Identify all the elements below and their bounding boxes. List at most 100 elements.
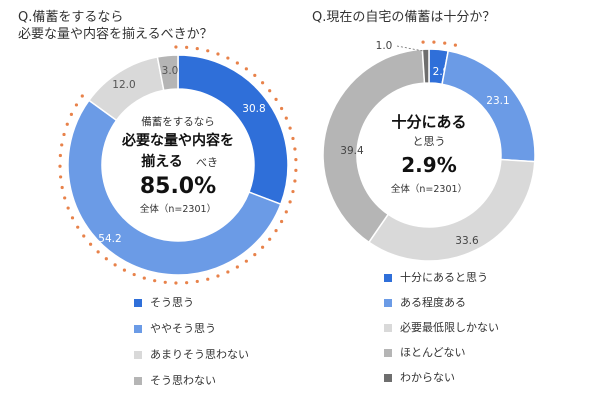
highlight-dot [260,81,265,85]
highlight-dot [206,49,210,53]
highlight-dot [59,175,63,179]
highlight-dot [432,40,436,44]
legend-item: そう思う [134,290,249,316]
highlight-dot [60,143,64,147]
chart2-center-n: 全体（n=2301） [391,183,467,195]
slice-value-label: 23.1 [486,95,509,107]
chart1-legend: そう思う ややそう思う あまりそう思わない そう思わない [134,290,249,394]
slice-value-label: 54.2 [98,233,121,245]
highlight-dot [185,281,189,285]
chart1-center-n: 全体（n=2301） [140,203,216,215]
slice-value-label: 12.0 [112,79,135,91]
legend-label: ややそう思う [150,322,216,335]
highlight-dot [76,225,80,229]
highlight-dot [244,67,248,71]
legend-label: そう思わない [150,374,216,387]
highlight-dot [226,56,230,60]
highlight-dot [260,245,265,249]
donut-slice-5 [421,48,430,84]
highlight-dot [142,276,146,280]
donut-slice-2 [67,99,282,276]
highlight-dot [185,45,189,49]
highlight-dot [174,281,178,285]
legend-item: 必要最低限しかない [384,315,499,340]
highlight-dot [132,272,136,277]
slice-value-label: 33.6 [455,235,479,247]
legend-label: わからない [400,370,455,384]
highlight-dot [294,168,298,172]
highlight-dot [206,277,210,281]
donut-slice-3 [367,158,536,262]
highlight-dot [244,259,248,263]
legend-item: あまりそう思わない [134,342,249,368]
chart2-donut: 2.923.133.639.41.0 [322,40,536,262]
highlight-dot [174,45,178,49]
highlight-dot [226,270,230,274]
highlight-dot [288,200,292,204]
legend-swatch [134,351,142,359]
highlight-dot [163,280,167,284]
legend-label: あまりそう思わない [150,348,249,361]
legend-swatch [134,299,142,307]
highlight-dot [216,274,220,278]
legend-swatch [134,377,142,385]
highlight-dot [65,122,69,126]
legend-item: ややそう思う [134,316,249,342]
highlight-dot [122,268,127,272]
highlight-dot [284,210,288,214]
highlight-dot [195,279,199,284]
legend-item: ほとんどない [384,340,499,365]
chart2-center-line2: と思う [413,135,446,148]
slice-value-label: 30.8 [242,103,265,115]
chart1-center-line3b: べき [196,156,218,169]
highlight-dot [74,103,79,107]
chart1-title: Q.備蓄をするなら 必要な量や内容を揃えるべきか？ [18,9,213,43]
legend-label: ある程度ある [400,295,466,309]
highlight-dot [70,216,75,220]
highlight-dot [216,52,220,56]
legend-item: そう思わない [134,368,249,394]
donut-slice-4 [156,54,179,92]
highlight-dot [104,257,108,261]
legend-item: わからない [384,365,499,390]
highlight-dot [284,116,288,120]
highlight-dot [421,40,425,44]
highlight-dot [58,153,62,158]
highlight-dot [291,136,295,141]
highlight-dot [291,189,295,194]
highlight-dot [293,147,297,151]
highlight-dot [96,250,100,254]
highlight-dot [268,89,272,93]
legend-swatch [384,348,392,357]
chart1-center-line2: 必要な量や内容を [121,132,234,149]
highlight-dot [113,263,117,267]
chart2-center-value: 2.9% [401,153,456,177]
highlight-dot [268,237,272,241]
highlight-dot [153,279,157,283]
chart1-center-line1: 備蓄をするなら [141,115,215,128]
highlight-dot [80,94,84,98]
highlight-dot [293,179,297,183]
legend-label: ほとんどない [400,345,466,359]
chart1-donut: 30.8 54.2 12.0 3.0 [58,45,298,285]
legend-swatch [134,325,142,333]
highlight-dot [274,97,278,101]
chart1-center-value: 85.0% [140,174,216,199]
legend-label: 必要最低限しかない [400,320,499,334]
slice-value-label: 1.0 [376,40,393,52]
legend-swatch [384,323,392,332]
legend-item: 十分にあると思う [384,265,499,290]
highlight-dot [274,229,278,233]
chart1-center-line3a: 揃える [141,153,183,170]
highlight-dot [82,234,86,238]
highlight-dot [235,265,239,269]
donut-slice-4 [322,48,426,244]
highlight-dot [280,219,284,224]
highlight-dot [453,43,457,47]
highlight-dot [62,132,66,137]
highlight-dot [294,158,298,162]
chart1-title-line1: Q.備蓄をするなら [18,10,124,25]
slice-value-label: 39.4 [340,145,364,157]
legend-swatch [384,273,392,282]
